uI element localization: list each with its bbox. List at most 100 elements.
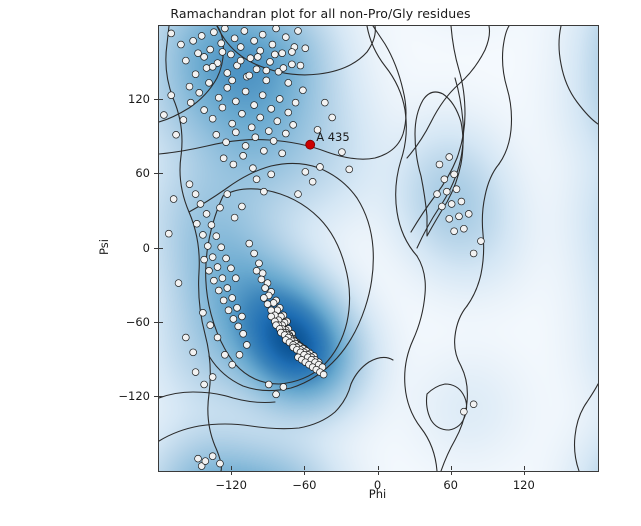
data-point[interactable] bbox=[241, 87, 250, 96]
data-point[interactable] bbox=[230, 213, 239, 222]
data-point[interactable] bbox=[445, 153, 453, 161]
data-point[interactable] bbox=[232, 128, 240, 137]
data-point[interactable] bbox=[338, 148, 346, 156]
data-point[interactable] bbox=[252, 175, 261, 184]
data-point[interactable] bbox=[243, 341, 251, 349]
data-point[interactable] bbox=[233, 304, 241, 312]
data-point[interactable] bbox=[191, 190, 200, 198]
data-point[interactable] bbox=[182, 56, 190, 65]
data-point[interactable] bbox=[197, 462, 206, 470]
data-point[interactable] bbox=[282, 33, 290, 41]
data-point[interactable] bbox=[294, 27, 302, 35]
data-point[interactable] bbox=[245, 239, 253, 248]
data-point[interactable] bbox=[233, 61, 241, 70]
data-point[interactable] bbox=[301, 44, 310, 53]
data-point[interactable] bbox=[313, 126, 322, 134]
data-point[interactable] bbox=[196, 200, 205, 208]
data-point[interactable] bbox=[239, 330, 247, 338]
data-point[interactable] bbox=[266, 58, 274, 66]
data-point[interactable] bbox=[433, 190, 441, 198]
data-point[interactable] bbox=[232, 97, 240, 106]
data-point[interactable] bbox=[219, 296, 228, 305]
data-point[interactable] bbox=[273, 117, 282, 125]
data-point[interactable] bbox=[457, 197, 466, 206]
data-point[interactable] bbox=[213, 333, 222, 342]
data-point[interactable] bbox=[167, 91, 175, 99]
data-point[interactable] bbox=[185, 180, 194, 188]
data-point[interactable] bbox=[205, 267, 213, 275]
data-point[interactable] bbox=[274, 67, 283, 76]
data-point[interactable] bbox=[250, 249, 258, 258]
data-point[interactable] bbox=[217, 39, 225, 48]
data-point[interactable] bbox=[212, 131, 221, 139]
data-point[interactable] bbox=[199, 309, 207, 317]
data-point[interactable] bbox=[282, 129, 290, 138]
data-point[interactable] bbox=[218, 48, 227, 56]
data-point[interactable] bbox=[197, 32, 206, 40]
data-point[interactable] bbox=[238, 202, 246, 211]
data-point[interactable] bbox=[258, 30, 267, 39]
data-point[interactable] bbox=[263, 300, 272, 308]
data-point[interactable] bbox=[189, 348, 197, 357]
data-point[interactable] bbox=[227, 264, 235, 273]
data-point[interactable] bbox=[241, 142, 250, 150]
data-point[interactable] bbox=[174, 279, 183, 287]
data-point[interactable] bbox=[469, 400, 478, 409]
data-point[interactable] bbox=[200, 53, 208, 61]
plot-axes-area[interactable] bbox=[158, 25, 599, 472]
data-point[interactable] bbox=[272, 26, 280, 33]
data-point[interactable] bbox=[236, 56, 245, 65]
data-point[interactable] bbox=[202, 210, 211, 218]
data-point[interactable] bbox=[201, 457, 210, 465]
data-point[interactable] bbox=[208, 114, 217, 123]
data-point[interactable] bbox=[267, 312, 275, 321]
data-point[interactable] bbox=[240, 27, 249, 35]
data-point[interactable] bbox=[207, 221, 216, 229]
data-point[interactable] bbox=[208, 452, 217, 460]
data-point[interactable] bbox=[455, 212, 463, 221]
data-point[interactable] bbox=[238, 312, 246, 321]
data-point[interactable] bbox=[199, 231, 207, 239]
data-point[interactable] bbox=[234, 322, 243, 331]
data-point[interactable] bbox=[264, 380, 273, 389]
data-point[interactable] bbox=[452, 185, 461, 193]
data-point[interactable] bbox=[254, 53, 262, 61]
data-point[interactable] bbox=[182, 333, 190, 342]
data-point[interactable] bbox=[267, 170, 275, 179]
data-point[interactable] bbox=[438, 202, 446, 211]
data-point[interactable] bbox=[255, 259, 263, 268]
data-point[interactable] bbox=[261, 284, 269, 292]
data-point[interactable] bbox=[251, 133, 260, 141]
data-point[interactable] bbox=[279, 383, 288, 391]
data-point[interactable] bbox=[212, 232, 221, 240]
data-point[interactable] bbox=[228, 76, 236, 85]
data-point[interactable] bbox=[228, 294, 236, 302]
data-point[interactable] bbox=[206, 321, 214, 329]
data-point[interactable] bbox=[200, 106, 208, 114]
data-point[interactable] bbox=[284, 108, 293, 117]
data-point[interactable] bbox=[210, 28, 218, 36]
data-point[interactable] bbox=[289, 121, 297, 129]
data-point[interactable] bbox=[208, 253, 217, 261]
data-point[interactable] bbox=[445, 215, 453, 223]
data-point[interactable] bbox=[288, 60, 296, 69]
data-point[interactable] bbox=[435, 160, 444, 169]
data-point[interactable] bbox=[288, 48, 296, 56]
data-point[interactable] bbox=[252, 65, 261, 74]
data-point[interactable] bbox=[464, 210, 473, 218]
data-point[interactable] bbox=[278, 49, 286, 57]
data-point[interactable] bbox=[213, 263, 222, 271]
data-point[interactable] bbox=[450, 170, 458, 179]
data-point[interactable] bbox=[440, 175, 449, 184]
data-point[interactable] bbox=[278, 149, 286, 158]
data-point[interactable] bbox=[205, 79, 213, 87]
data-point[interactable] bbox=[191, 70, 200, 78]
data-point[interactable] bbox=[229, 160, 238, 169]
data-point[interactable] bbox=[256, 113, 264, 122]
data-point[interactable] bbox=[321, 98, 329, 107]
data-point[interactable] bbox=[218, 103, 227, 112]
data-point[interactable] bbox=[316, 163, 324, 171]
data-point[interactable] bbox=[250, 37, 258, 45]
data-point[interactable] bbox=[264, 127, 273, 135]
data-point[interactable] bbox=[186, 98, 195, 107]
